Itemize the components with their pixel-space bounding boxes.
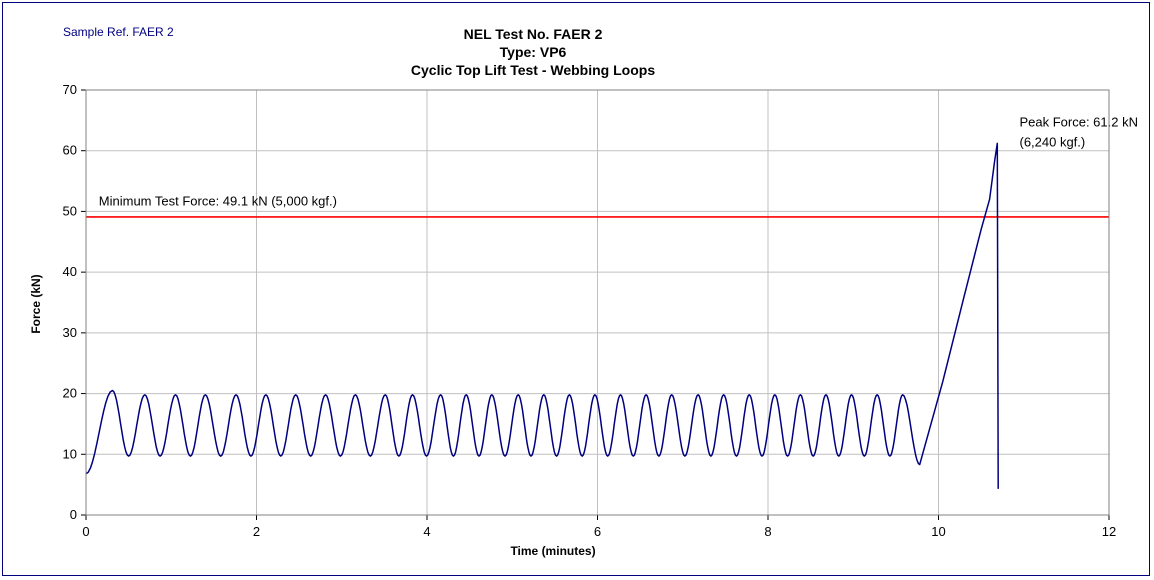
y-tick-label: 30 xyxy=(63,325,77,340)
axis-ticks: 0 10 20 30 40 50 60 70 0 2 4 6 8 10 12 xyxy=(63,82,1117,539)
x-tick-label: 4 xyxy=(423,524,430,539)
y-tick-label: 20 xyxy=(63,386,77,401)
x-tick-label: 6 xyxy=(594,524,601,539)
force-time-chart: Sample Ref. FAER 2 NEL Test No. FAER 2 T… xyxy=(29,25,1138,558)
annotation-label: Peak Force: 61.2 kN xyxy=(1019,114,1138,129)
gridlines xyxy=(85,89,1110,516)
y-tick-label: 0 xyxy=(70,507,77,522)
x-tick-label: 2 xyxy=(253,524,260,539)
chart-title-line-2: Type: VP6 xyxy=(500,44,567,60)
x-tick-label: 10 xyxy=(931,524,945,539)
x-tick-label: 0 xyxy=(82,524,89,539)
plot-area xyxy=(85,89,1110,516)
chart-title-line-3: Cyclic Top Lift Test - Webbing Loops xyxy=(411,62,655,78)
annotations: Minimum Test Force: 49.1 kN (5,000 kgf.)… xyxy=(99,114,1138,208)
x-tick-label: 8 xyxy=(764,524,771,539)
y-axis-title: Force (kN) xyxy=(29,274,43,333)
annotation-label: Minimum Test Force: 49.1 kN (5,000 kgf.) xyxy=(99,193,337,208)
y-tick-label: 40 xyxy=(63,264,77,279)
y-tick-label: 70 xyxy=(63,82,77,97)
force-series-line xyxy=(85,142,999,489)
sample-ref: Sample Ref. FAER 2 xyxy=(63,25,174,39)
y-tick-label: 50 xyxy=(63,203,77,218)
chart-title-line-1: NEL Test No. FAER 2 xyxy=(464,26,603,42)
x-axis-title: Time (minutes) xyxy=(510,544,595,558)
annotation-label: (6,240 kgf.) xyxy=(1019,134,1085,149)
y-tick-label: 10 xyxy=(63,446,77,461)
y-tick-label: 60 xyxy=(63,143,77,158)
x-tick-label: 12 xyxy=(1102,524,1116,539)
series-layer xyxy=(85,142,1109,489)
